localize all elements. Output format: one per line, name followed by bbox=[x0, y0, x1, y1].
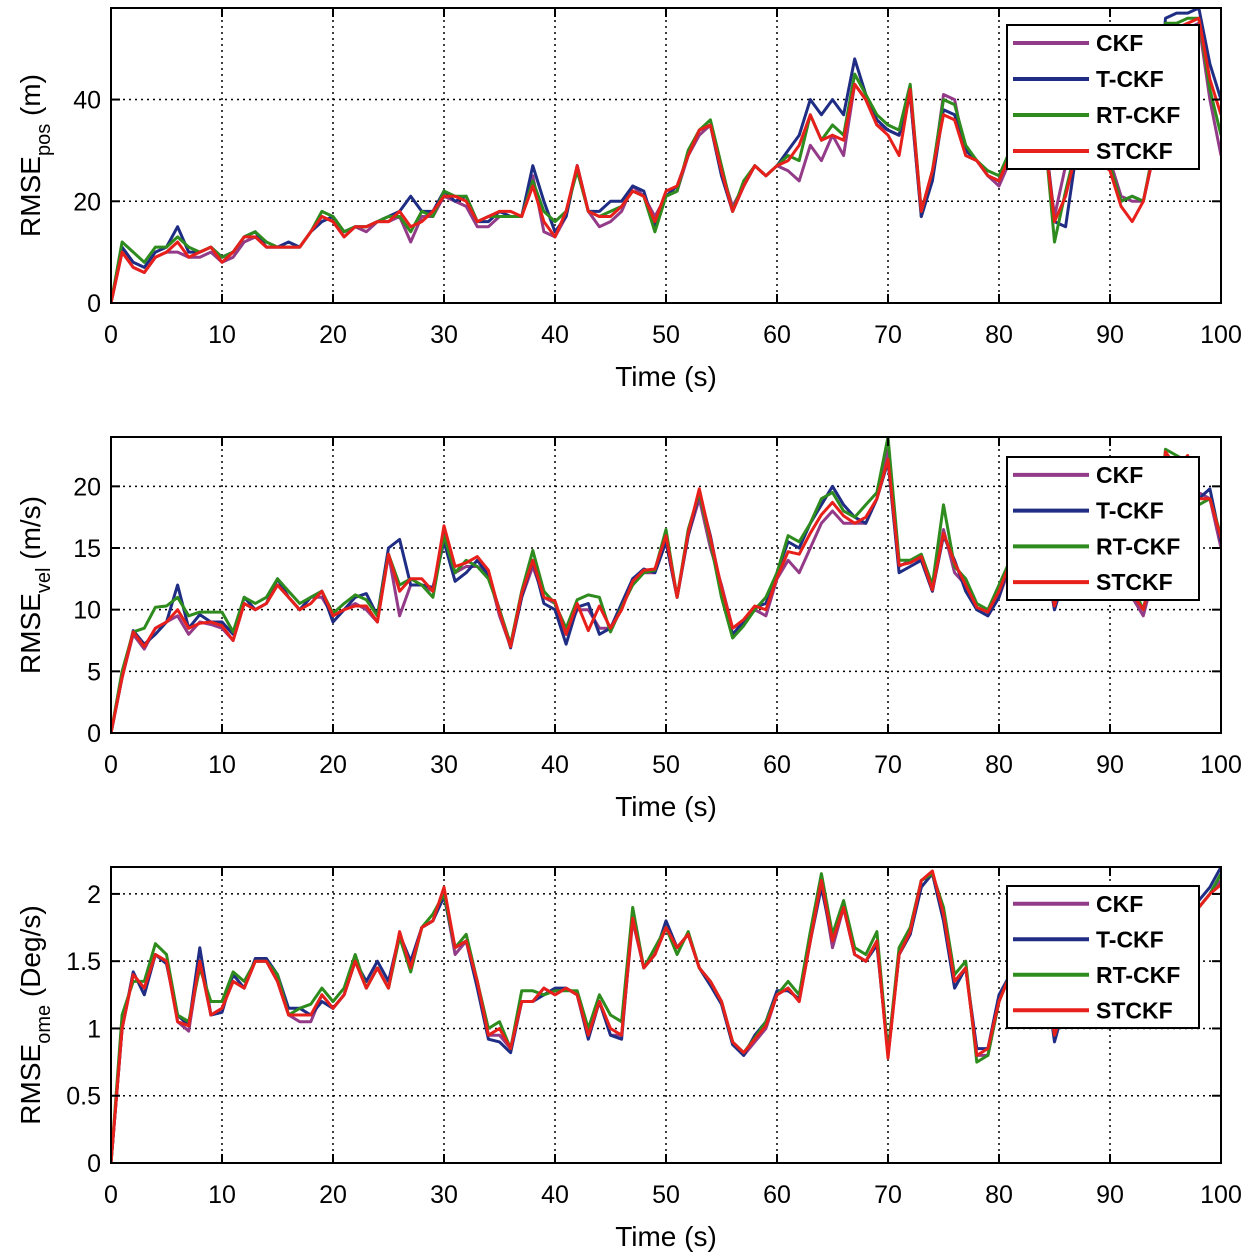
legend-label-ckf: CKF bbox=[1096, 891, 1143, 917]
y-tick-label: 0 bbox=[87, 290, 101, 318]
legend-box bbox=[1006, 885, 1200, 1029]
y-tick-label: 0 bbox=[87, 1150, 101, 1178]
x-tick-label: 10 bbox=[208, 1181, 236, 1209]
x-tick-label: 10 bbox=[208, 321, 236, 349]
legend-label-stckf: STCKF bbox=[1096, 138, 1173, 164]
x-tick-label: 0 bbox=[104, 751, 118, 779]
y-axis-title: RMSEpos (m) bbox=[15, 74, 55, 237]
x-tick-label: 40 bbox=[541, 751, 569, 779]
x-tick-label: 90 bbox=[1096, 751, 1124, 779]
legend-box bbox=[1006, 24, 1200, 170]
legend-label-t-ckf: T-CKF bbox=[1096, 66, 1164, 92]
x-tick-label: 100 bbox=[1200, 1181, 1242, 1209]
legend-label-stckf: STCKF bbox=[1096, 997, 1173, 1023]
y-axis-title: RMSEome (Deg/s) bbox=[15, 905, 55, 1124]
y-tick-label: 20 bbox=[73, 473, 101, 501]
y-tick-label: 5 bbox=[87, 658, 101, 686]
x-tick-label: 80 bbox=[985, 1181, 1013, 1209]
x-tick-label: 90 bbox=[1096, 1181, 1124, 1209]
x-tick-label: 90 bbox=[1096, 321, 1124, 349]
x-tick-label: 40 bbox=[541, 1181, 569, 1209]
y-tick-label: 2 bbox=[87, 881, 101, 909]
y-tick-label: 1.5 bbox=[66, 948, 101, 976]
y-tick-label: 15 bbox=[73, 535, 101, 563]
x-tick-label: 50 bbox=[652, 321, 680, 349]
x-tick-label: 60 bbox=[763, 751, 791, 779]
x-tick-label: 60 bbox=[763, 1181, 791, 1209]
chart-panel-3: 0 10 20 30 40 50 60 70 80 90 100 0 0.5 1 1.5 2 Time (s) R… bbox=[15, 866, 1242, 1252]
y-tick-label: 10 bbox=[73, 597, 101, 625]
x-tick-label: 30 bbox=[430, 751, 458, 779]
y-axis-title: RMSEvel (m/s) bbox=[15, 496, 55, 674]
x-tick-label: 100 bbox=[1200, 751, 1242, 779]
x-tick-label: 70 bbox=[874, 321, 902, 349]
y-tick-label: 0.5 bbox=[66, 1083, 101, 1111]
x-tick-label: 20 bbox=[319, 1181, 347, 1209]
x-tick-label: 50 bbox=[652, 1181, 680, 1209]
chart-panel-1: 0 10 20 30 40 50 60 70 80 90 100 0 20 40 Time (s) RMSEp… bbox=[15, 7, 1242, 392]
x-tick-label: 80 bbox=[985, 321, 1013, 349]
legend-box bbox=[1006, 456, 1200, 601]
legend-label-ckf: CKF bbox=[1096, 462, 1143, 488]
x-tick-label: 30 bbox=[430, 1181, 458, 1209]
x-axis-title: Time (s) bbox=[615, 361, 717, 392]
legend-label-t-ckf: T-CKF bbox=[1096, 498, 1164, 524]
x-tick-label: 70 bbox=[874, 751, 902, 779]
legend-label-stckf: STCKF bbox=[1096, 569, 1173, 595]
legend: CKF T-CKF RT-CKF STCKF bbox=[1006, 24, 1200, 170]
x-tick-label: 20 bbox=[319, 751, 347, 779]
chart-panel-2: 0 10 20 30 40 50 60 70 80 90 100 0 5 10 15 20 Time (s) RM… bbox=[15, 436, 1242, 822]
x-axis-title: Time (s) bbox=[615, 1221, 717, 1252]
x-tick-label: 100 bbox=[1200, 321, 1242, 349]
x-tick-label: 50 bbox=[652, 751, 680, 779]
x-tick-label: 60 bbox=[763, 321, 791, 349]
x-tick-label: 30 bbox=[430, 321, 458, 349]
y-tick-label: 0 bbox=[87, 720, 101, 748]
y-tick-label: 20 bbox=[73, 188, 101, 216]
legend-label-rt-ckf: RT-CKF bbox=[1096, 533, 1180, 559]
x-tick-label: 0 bbox=[104, 321, 118, 349]
y-tick-label: 40 bbox=[73, 87, 101, 115]
legend-label-ckf: CKF bbox=[1096, 30, 1143, 56]
x-tick-label: 70 bbox=[874, 1181, 902, 1209]
x-tick-label: 10 bbox=[208, 751, 236, 779]
legend: CKF T-CKF RT-CKF STCKF bbox=[1006, 885, 1200, 1029]
legend-label-t-ckf: T-CKF bbox=[1096, 926, 1164, 952]
x-tick-label: 80 bbox=[985, 751, 1013, 779]
legend-label-rt-ckf: RT-CKF bbox=[1096, 962, 1180, 988]
x-tick-label: 20 bbox=[319, 321, 347, 349]
x-tick-label: 40 bbox=[541, 321, 569, 349]
x-tick-label: 0 bbox=[104, 1181, 118, 1209]
y-tick-label: 1 bbox=[87, 1015, 101, 1043]
legend-label-rt-ckf: RT-CKF bbox=[1096, 102, 1180, 128]
x-axis-title: Time (s) bbox=[615, 791, 717, 822]
legend: CKF T-CKF RT-CKF STCKF bbox=[1006, 456, 1200, 601]
